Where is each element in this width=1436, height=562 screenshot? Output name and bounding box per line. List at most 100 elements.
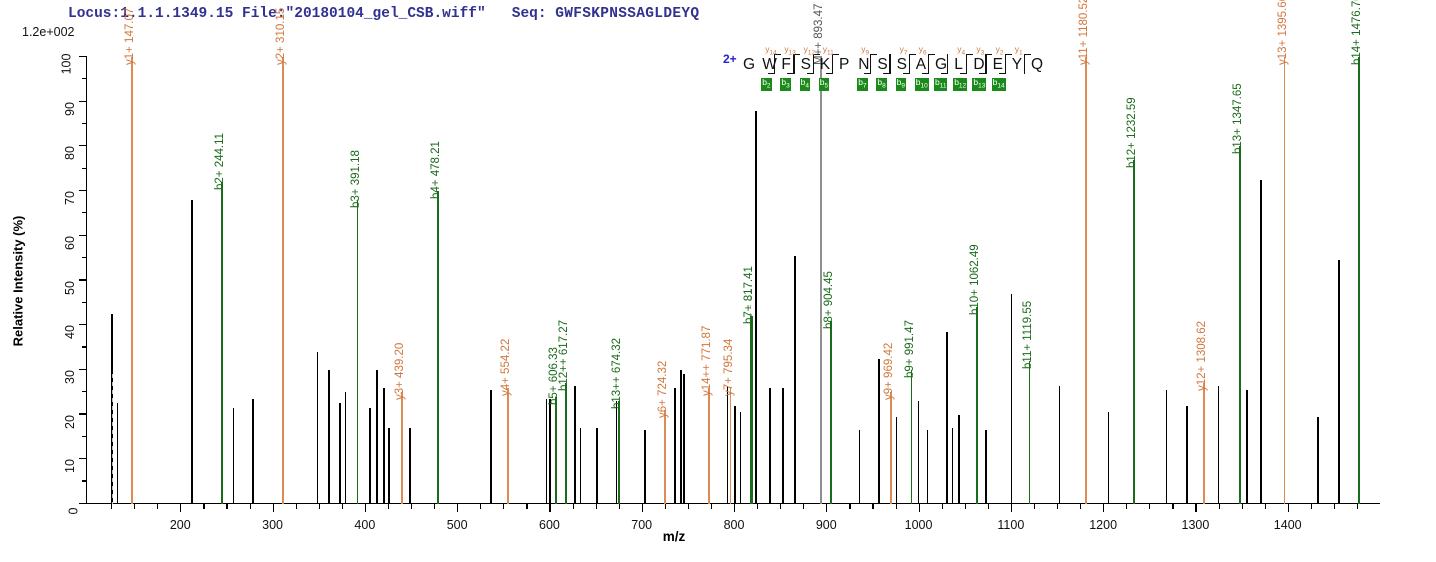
peak-label: y6+ 724.32 <box>657 360 670 419</box>
peak-unassigned <box>926 430 929 504</box>
peak-unassigned <box>369 407 372 504</box>
y-ion-tag: y6 <box>918 44 927 57</box>
b-ion-tag: b4 <box>799 77 810 91</box>
peak-b-ion <box>750 316 753 504</box>
x-tick <box>134 504 136 509</box>
y-ion-tag: y13 <box>784 44 796 57</box>
y-tick <box>79 458 87 460</box>
x-tick <box>757 504 759 509</box>
peak-unassigned <box>1317 416 1319 504</box>
x-tick <box>180 504 182 512</box>
y-tick <box>79 55 87 57</box>
peak-unassigned <box>1165 390 1168 504</box>
sequence-residue: P <box>839 56 850 73</box>
x-tick <box>341 504 343 509</box>
sequence-residue: S <box>896 56 907 73</box>
peak-unassigned <box>958 414 960 504</box>
peak-b-ion <box>356 200 359 504</box>
y-tick <box>79 145 87 147</box>
peak-label: b12++ 617.27 <box>558 320 571 392</box>
y-axis-line <box>86 57 88 504</box>
sequence-residue: L <box>954 56 963 73</box>
y-tick <box>79 324 87 326</box>
peak-label: y9+ 969.42 <box>883 343 896 401</box>
peak-y-ion <box>664 410 666 504</box>
peak-b-ion <box>976 307 978 504</box>
peak-b-ion <box>1133 159 1135 504</box>
x-tick <box>595 504 597 509</box>
x-tick <box>1310 504 1312 509</box>
peak-b-ion <box>1028 360 1031 504</box>
peak-unassigned <box>644 430 647 504</box>
peak-unassigned <box>1010 293 1013 504</box>
peak-unassigned <box>895 416 898 504</box>
sequence-residue: S <box>800 56 811 73</box>
peak-y-ion <box>507 387 509 504</box>
sequence-residue: A <box>915 56 927 73</box>
peak-label: y12+ 1308.62 <box>1196 321 1209 392</box>
peak-unassigned <box>1217 385 1220 504</box>
x-tick <box>826 504 828 512</box>
x-tick <box>226 504 228 509</box>
b-ion-tag: b14 <box>991 77 1006 91</box>
x-tick-label: 200 <box>169 518 191 532</box>
sequence-residue: S <box>877 56 888 73</box>
y-ion-tag: y14 <box>765 44 777 57</box>
x-tick <box>895 504 897 509</box>
header-text: Locus:1.1.1.1349.15 File:"20180104_gel_C… <box>68 6 699 22</box>
x-tick <box>1080 504 1082 509</box>
peak-label: y1+ 147.07 <box>124 7 137 65</box>
peak-unassigned <box>858 430 861 504</box>
x-tick-label: 700 <box>631 518 653 532</box>
x-tick-label: 1200 <box>1089 518 1118 532</box>
peak-unassigned <box>769 387 771 504</box>
peak-label: y11+ 1180.52 <box>1078 0 1091 65</box>
y-ion-tag: y4 <box>957 44 966 57</box>
peak-y-ion <box>708 387 710 504</box>
x-tick-label: 500 <box>446 518 468 532</box>
b-ion-tag: b11 <box>934 77 948 91</box>
peak-b-ion <box>555 396 557 504</box>
x-tick <box>503 504 505 509</box>
peak-unassigned <box>877 358 880 504</box>
x-tick <box>1195 504 1197 512</box>
x-tick <box>434 504 436 509</box>
y-tick <box>79 234 87 236</box>
peak-unassigned <box>409 428 411 504</box>
sequence-residue: K <box>819 56 831 73</box>
b-ion-tag: b8 <box>876 77 887 91</box>
x-tick <box>1033 504 1036 509</box>
peak-unassigned <box>726 385 729 504</box>
x-tick <box>387 504 390 509</box>
peak-unassigned <box>191 200 193 504</box>
peak-b-ion <box>1239 146 1241 504</box>
x-tick <box>549 504 551 512</box>
x-tick-label: 1300 <box>1181 518 1210 532</box>
x-tick <box>1356 504 1359 509</box>
peak-unassigned <box>316 352 319 504</box>
x-tick <box>687 504 690 509</box>
peak-label: b11+ 1119.55 <box>1021 300 1034 369</box>
peak-unassigned <box>344 392 347 504</box>
x-tick <box>157 504 159 509</box>
x-tick <box>111 504 113 509</box>
x-tick <box>457 504 459 512</box>
x-tick <box>411 504 413 509</box>
y-ion-tag: y1 <box>1014 44 1023 57</box>
x-tick <box>1241 504 1243 509</box>
y-tick-minor <box>82 167 87 169</box>
peak-label: b7+ 817.41 <box>743 266 756 325</box>
peak-unassigned <box>917 401 920 504</box>
peak-unassigned <box>387 428 390 504</box>
x-tick <box>1172 504 1174 509</box>
peak-unassigned <box>1260 179 1262 504</box>
x-tick <box>364 504 367 512</box>
peak-unassigned <box>1246 390 1248 504</box>
x-tick <box>1333 504 1336 509</box>
x-tick <box>849 504 851 509</box>
peak-y-ion <box>281 57 284 504</box>
b-ion-tag: b3 <box>780 77 791 91</box>
x-tick-label: 300 <box>262 518 283 532</box>
peak-label: b4+ 478.21 <box>430 141 443 200</box>
